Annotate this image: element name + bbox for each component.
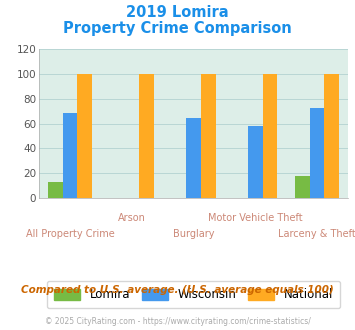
Text: All Property Crime: All Property Crime (26, 229, 114, 239)
Text: Larceny & Theft: Larceny & Theft (278, 229, 355, 239)
Text: Burglary: Burglary (173, 229, 214, 239)
Bar (77, 74, 92, 198)
Bar (139, 74, 154, 198)
Bar (324, 74, 339, 198)
Bar (263, 74, 278, 198)
Text: Arson: Arson (118, 213, 146, 223)
Bar (295, 176, 310, 198)
Legend: Lomira, Wisconsin, National: Lomira, Wisconsin, National (47, 281, 340, 308)
Text: 2019 Lomira: 2019 Lomira (126, 5, 229, 20)
Text: Property Crime Comparison: Property Crime Comparison (63, 21, 292, 36)
Bar (248, 126, 263, 198)
Text: © 2025 CityRating.com - https://www.cityrating.com/crime-statistics/: © 2025 CityRating.com - https://www.city… (45, 317, 310, 326)
Bar (62, 113, 77, 198)
Bar (48, 182, 62, 198)
Bar (201, 74, 216, 198)
Text: Compared to U.S. average. (U.S. average equals 100): Compared to U.S. average. (U.S. average … (21, 285, 334, 295)
Bar (186, 117, 201, 198)
Bar (310, 108, 324, 198)
Text: Motor Vehicle Theft: Motor Vehicle Theft (208, 213, 302, 223)
